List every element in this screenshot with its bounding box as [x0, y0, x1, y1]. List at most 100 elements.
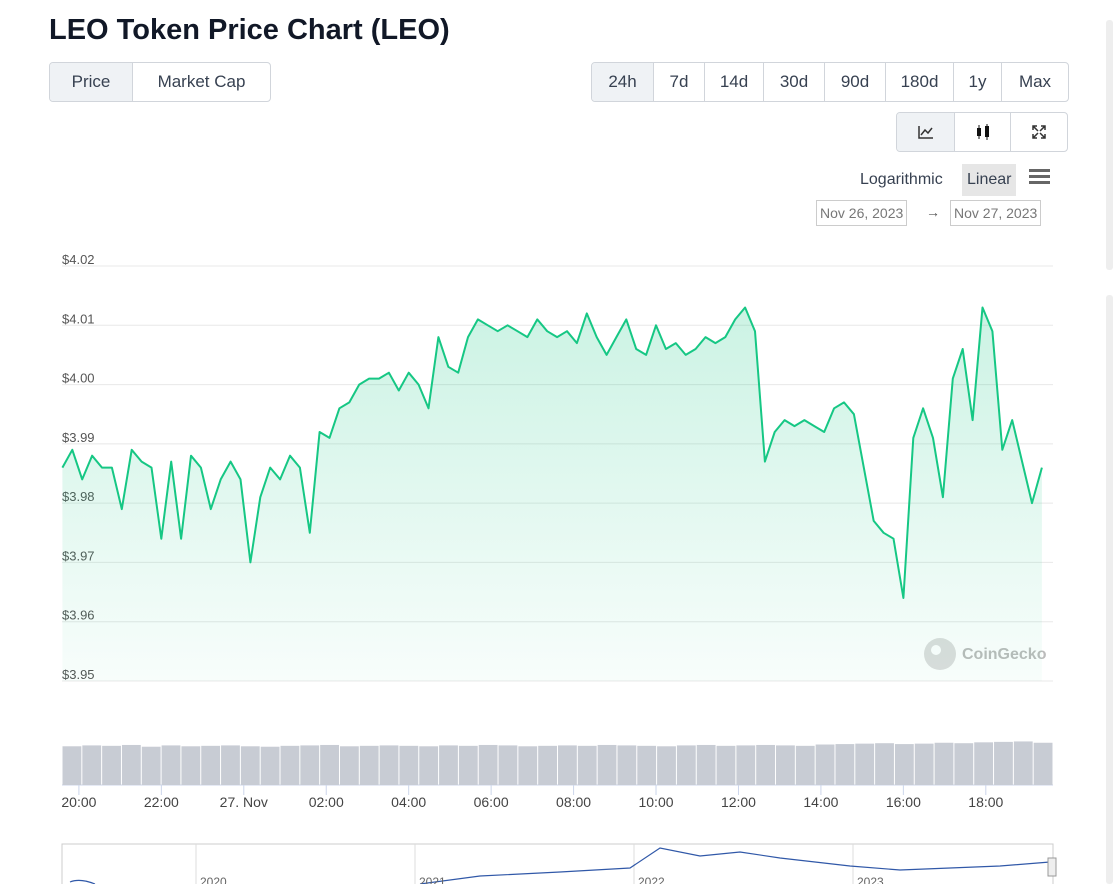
volume-bar: [617, 745, 637, 785]
candle-icon: [976, 124, 989, 140]
volume-bar: [756, 744, 776, 785]
y-tick-label: $4.01: [62, 311, 95, 326]
tab[interactable]: Market Cap: [132, 63, 270, 101]
volume-bar: [875, 743, 894, 785]
volume-bar: [102, 745, 121, 785]
x-tick-label: 20:00: [61, 794, 96, 810]
range-button[interactable]: 7d: [653, 63, 704, 101]
volume-bar: [419, 746, 439, 785]
volume-bar: [359, 745, 379, 785]
volume-bar: [141, 746, 161, 785]
x-tick-label: 27. Nov: [220, 794, 268, 810]
price-area: [62, 307, 1042, 681]
scrollbar: [1106, 20, 1113, 270]
volume-bar: [914, 743, 934, 785]
volume-bar: [320, 744, 339, 785]
volume-bar: [260, 746, 280, 785]
volume-bar: [736, 745, 756, 785]
line-view-button[interactable]: [897, 113, 954, 151]
date-arrow: →: [926, 204, 940, 220]
x-tick-label: 22:00: [144, 794, 179, 810]
volume-bar: [795, 745, 815, 785]
date-from[interactable]: Nov 26, 2023: [816, 200, 908, 226]
volume-bar: [954, 743, 974, 785]
volume-bar: [894, 744, 914, 785]
navigator-label: 2021: [419, 875, 446, 884]
scale-option[interactable]: Logarithmic: [860, 171, 943, 188]
x-tick-label: 10:00: [638, 794, 673, 810]
volume-bar: [201, 745, 221, 785]
fullscreen-button[interactable]: [1010, 113, 1067, 151]
x-tick-label: 08:00: [556, 794, 591, 810]
volume-bar: [716, 745, 736, 785]
volume-bar: [1013, 741, 1033, 785]
x-tick-label: 04:00: [391, 794, 426, 810]
volume-bar: [815, 744, 835, 785]
date-to[interactable]: Nov 27, 2023: [950, 200, 1042, 226]
line-icon: [917, 126, 933, 139]
navigator: 2020 2021 2022 2023: [61, 843, 1057, 884]
range-button[interactable]: 90d: [824, 63, 885, 101]
volume-bar: [994, 741, 1013, 785]
volume-bar: [597, 744, 617, 785]
tab[interactable]: Price: [50, 63, 132, 101]
volume-bar: [657, 746, 676, 785]
volume-bar: [82, 745, 102, 785]
volume-bar: [379, 745, 399, 785]
volume-bar: [399, 745, 419, 785]
volume-bar: [855, 743, 875, 785]
volume-bar: [62, 746, 82, 785]
range-button[interactable]: Max: [1001, 63, 1068, 101]
y-tick-label: $4.02: [62, 252, 95, 267]
range-button[interactable]: 30d: [763, 63, 824, 101]
volume-bar: [518, 746, 538, 785]
x-tick-label: 18:00: [968, 794, 1003, 810]
volume-bar: [934, 742, 954, 785]
volume-bar: [696, 744, 716, 785]
x-tick-label: 12:00: [721, 794, 756, 810]
x-tick-label: 16:00: [886, 794, 921, 810]
view-group: [896, 112, 1068, 152]
volume-bar: [161, 745, 181, 785]
range-button[interactable]: 180d: [885, 63, 953, 101]
page-title: LEO Token Price Chart (LEO): [49, 14, 450, 46]
navigator-label: 2022: [638, 875, 665, 884]
volume-bar: [439, 745, 458, 785]
volume-bar: [1033, 742, 1053, 785]
range-group: 24h 7d 14d 30d 90d 180d 1y Max: [591, 62, 1069, 102]
volume-bar: [835, 744, 855, 785]
scale-option[interactable]: Linear: [962, 164, 1017, 196]
range-button[interactable]: 1y: [953, 63, 1001, 101]
range-button[interactable]: 24h: [592, 63, 653, 101]
volume-bar: [776, 745, 795, 785]
volume-bar: [458, 745, 478, 785]
x-tick-label: 06:00: [474, 794, 509, 810]
volume-bar: [676, 745, 696, 785]
expand-icon: [1032, 125, 1046, 139]
volume-bar: [974, 742, 994, 785]
price-line: [61, 306, 1043, 599]
volume-bar: [280, 745, 300, 785]
y-tick-label: $4.00: [62, 371, 95, 386]
volume-bar: [181, 746, 201, 785]
volume-bar: [538, 745, 557, 785]
volume-bar: [300, 745, 320, 785]
volume-bar: [240, 746, 260, 785]
volume-bar: [221, 745, 240, 785]
volume-bar: [339, 746, 359, 785]
volume-bar: [121, 744, 141, 785]
candle-view-button[interactable]: [954, 113, 1010, 151]
navigator-label: 2023: [857, 875, 884, 884]
range-button[interactable]: 14d: [704, 63, 763, 101]
y-tick-label: $3.99: [62, 430, 95, 445]
volume-bar: [558, 745, 577, 785]
x-tick-label: 02:00: [309, 794, 344, 810]
volume-bar: [498, 745, 518, 785]
x-tick-label: 14:00: [803, 794, 838, 810]
scrollbar: [1106, 295, 1113, 884]
tab-group: Price Market Cap: [49, 62, 271, 102]
menu-icon[interactable]: [1028, 168, 1052, 186]
volume-bar: [637, 745, 657, 785]
volume-bar: [577, 745, 597, 785]
